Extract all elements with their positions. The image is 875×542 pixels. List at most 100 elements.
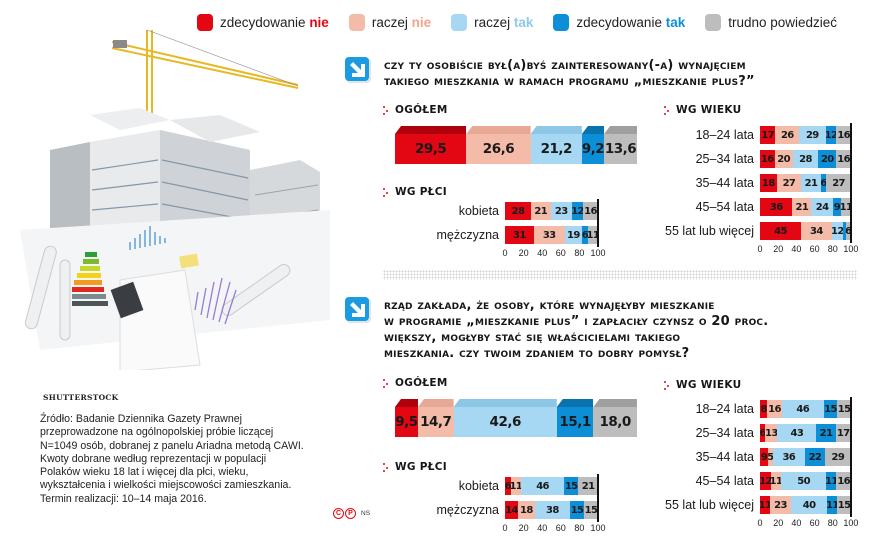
- bar-segment: 17: [835, 424, 851, 442]
- section-label-text: WG PŁCI: [395, 186, 448, 198]
- question-2-title: Rząd zakłada, że osoby, które wynajęłyby…: [384, 298, 768, 362]
- dots-icon: [664, 380, 670, 390]
- bar-segment: 6: [760, 424, 766, 442]
- chart-row: 25–34 lata 16 20 28 20 16: [696, 150, 851, 168]
- row-label: 35–44 lata: [695, 450, 754, 464]
- bar-segment: 23: [770, 496, 791, 514]
- dots-icon: [383, 187, 389, 197]
- legend-swatch: [348, 14, 365, 31]
- bar-segment: 11: [841, 198, 851, 216]
- bar-segment: 40: [790, 496, 828, 514]
- row-label: 45–54 lata: [695, 474, 754, 488]
- bar-segment: 27: [826, 174, 851, 192]
- bar-segment: 46: [781, 400, 824, 418]
- bar-segment: 12: [760, 472, 771, 490]
- dotted-divider: [383, 270, 857, 280]
- row-label: 25–34 lata: [695, 152, 754, 166]
- axis-line: [850, 123, 852, 243]
- bar-segment: 14: [505, 501, 519, 519]
- chart-row: kobieta 6 11 46 15 21: [459, 477, 598, 495]
- q1-age-label: WG WIEKU: [664, 104, 741, 116]
- legend-item: zdecydowanie tak: [553, 14, 685, 31]
- bar-segment: 11: [760, 496, 770, 514]
- chart-row: 35–44 lata 9 5 36 22 29: [696, 448, 851, 466]
- source-line: przeprowadzone na ogólnopolskiej próbie …: [40, 426, 274, 439]
- x-axis-ticks: 0 20 40 60 80 100: [757, 244, 859, 254]
- legend-label: trudno powiedzieć: [728, 15, 838, 30]
- bar-segment: 16: [836, 472, 851, 490]
- chart-row: 45–54 lata 36 21 24 9 11: [696, 198, 851, 216]
- section-label-text: WG PŁCI: [395, 461, 448, 473]
- source-line: Termin realizacji: 10–14 maja 2016.: [40, 492, 207, 505]
- legend-label: raczej tak: [474, 15, 534, 30]
- row-label: 25–34 lata: [695, 426, 754, 440]
- bar-segment-top: [466, 126, 531, 134]
- copyright-c-icon: C: [333, 508, 344, 519]
- bar-segment: 15,1: [556, 407, 594, 437]
- row-label: kobieta: [458, 204, 499, 218]
- bar-segment: 43: [777, 424, 817, 442]
- bar-chart-paper-icon: [129, 226, 166, 250]
- bar-segment-top: [395, 399, 418, 407]
- x-axis-ticks: 0 20 40 60 80 100: [502, 523, 606, 533]
- chart-row: 55 lat lub więcej 45 34 12 6: [665, 222, 851, 240]
- crane-icon: [111, 29, 299, 120]
- bar-segment: 46: [520, 477, 565, 495]
- legend-swatch: [705, 14, 722, 31]
- bar-segment: 45: [760, 222, 801, 240]
- photo-credit: SHUTTERSTOCK: [43, 393, 119, 402]
- chart-row: 25–34 lata 6 13 43 21 17: [696, 424, 851, 442]
- bar-segment: 21: [792, 198, 812, 216]
- question-title-line: mieszkania. Czy twoim zdaniem to dobry p…: [384, 346, 690, 361]
- bar-segment: 26,6: [466, 134, 531, 164]
- bar-segment: 29,5: [395, 134, 467, 164]
- bar-segment: 6: [820, 174, 827, 192]
- row-label: 55 lat lub więcej: [665, 224, 754, 238]
- question-title-line: większy, mogłyby stać się właścicielami …: [384, 330, 681, 345]
- bar-segment: 21: [531, 202, 551, 220]
- question-title-line: takiego mieszkania w ramach programu „Mi…: [384, 74, 755, 89]
- bar-segment: 21: [816, 424, 836, 442]
- bar-segment: 22: [805, 448, 825, 466]
- dots-icon: [664, 105, 670, 115]
- x-axis-ticks: 0 20 40 60 80 100: [757, 518, 859, 528]
- bar-segment: 9,2: [582, 134, 605, 164]
- bar-segment: 23: [550, 202, 572, 220]
- bar-segment: 12: [831, 222, 843, 240]
- dots-icon: [383, 378, 389, 388]
- bar-segment: 18,0: [593, 407, 637, 437]
- bar-segment-top: [593, 399, 637, 407]
- bar-segment: 9,5: [395, 407, 418, 437]
- bar-segment: 27: [776, 174, 802, 192]
- bar-segment: 36: [772, 448, 806, 466]
- row-label: mężczyzna: [436, 228, 499, 242]
- question-title-line: Rząd zakłada, że osoby, które wynajęłyby…: [384, 298, 715, 313]
- bar-segment: 29: [824, 448, 851, 466]
- bar-segment: 26: [775, 126, 800, 144]
- bar-segment: 28: [792, 150, 819, 168]
- arrow-down-right-icon: [345, 297, 371, 323]
- legend: zdecydowanie nie raczej nie raczej tak zdec…: [197, 14, 837, 31]
- bar-segment: 16: [760, 150, 775, 168]
- chart-row: 45–54 lata 12 11 50 11 16: [696, 472, 851, 490]
- bar-segment: 15: [823, 400, 838, 418]
- bar-segment: 29: [799, 126, 826, 144]
- bar-segment: 34: [800, 222, 832, 240]
- bar-segment: 16: [767, 400, 782, 418]
- bar-segment-top: [395, 126, 467, 134]
- row-label: 35–44 lata: [695, 176, 754, 190]
- chart-row: 18–24 lata 8 16 46 15 15: [696, 400, 851, 418]
- q2-age-label: WG WIEKU: [664, 379, 741, 391]
- copyright-p-icon: P: [345, 508, 356, 519]
- chart-row: 18–24 lata 17 26 29 12 16: [696, 126, 851, 144]
- bar-segment: 16: [836, 150, 851, 168]
- bar-segment-top: [530, 126, 582, 134]
- bar-segment: 20: [774, 150, 793, 168]
- row-label: 55 lat lub więcej: [665, 498, 754, 512]
- q2-overall-bar: 9,5 14,7 42,6 15,1 18,0: [395, 399, 637, 437]
- section-label-text: OGÓŁEM: [395, 377, 448, 389]
- source-note: Źródło: Badanie Dziennika Gazety Prawnej…: [40, 413, 340, 506]
- bar-segment: 21: [578, 477, 598, 495]
- bar-segment: 15: [564, 477, 579, 495]
- bar-segment-top: [604, 126, 637, 134]
